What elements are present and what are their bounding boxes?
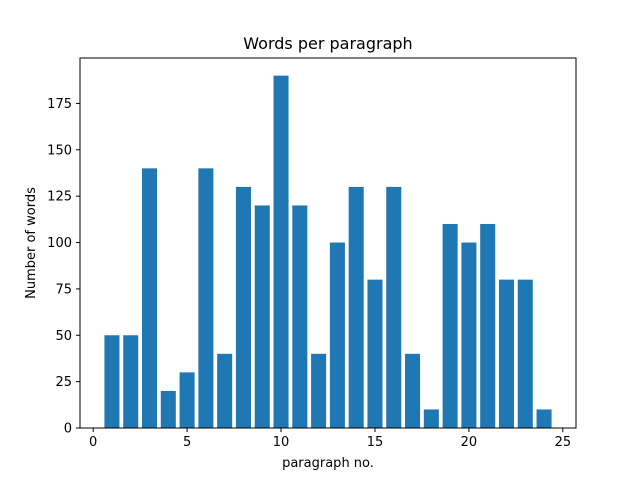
x-tick-label-15: 15 (367, 435, 384, 450)
bar-paragraph-16 (386, 186, 402, 428)
bar-paragraph-7 (217, 353, 233, 428)
bar-paragraph-6 (198, 168, 214, 428)
y-tick-label-100: 100 (47, 236, 72, 251)
bars-layer (104, 75, 552, 428)
bar-paragraph-18 (423, 409, 439, 428)
bar-paragraph-22 (498, 279, 514, 428)
y-tick-label-25: 25 (55, 375, 72, 390)
bar-paragraph-1 (104, 335, 120, 428)
y-tick-label-0: 0 (64, 422, 72, 437)
x-tick-label-0: 0 (89, 435, 97, 450)
bar-paragraph-15 (367, 279, 383, 428)
bar-paragraph-12 (311, 353, 327, 428)
y-tick-label-50: 50 (55, 329, 72, 344)
y-tick-label-75: 75 (55, 282, 72, 297)
bar-paragraph-19 (442, 223, 458, 428)
y-axis-label: Number of words (24, 187, 39, 299)
bar-paragraph-3 (142, 168, 158, 428)
x-axis-label: paragraph no. (282, 456, 374, 471)
x-tick-label-5: 5 (183, 435, 191, 450)
x-tick-label-10: 10 (273, 435, 290, 450)
bar-paragraph-2 (123, 335, 139, 428)
y-tick-label-150: 150 (47, 143, 72, 158)
bar-paragraph-20 (461, 242, 477, 428)
x-tick-label-25: 25 (555, 435, 572, 450)
chart-title: Words per paragraph (243, 34, 412, 53)
bar-paragraph-24 (536, 409, 552, 428)
bar-paragraph-4 (160, 390, 176, 428)
plot-frame (79, 57, 577, 429)
bar-paragraph-13 (329, 242, 345, 428)
bar-paragraph-17 (405, 353, 421, 428)
bar-paragraph-8 (235, 186, 251, 428)
ticks-layer: 0 5 10 15 20 25 0 25 50 75 100 125 150 175 (47, 97, 571, 450)
bar-paragraph-10 (273, 75, 289, 428)
bar-paragraph-5 (179, 372, 195, 428)
bar-paragraph-14 (348, 186, 364, 428)
bar-paragraph-23 (517, 279, 533, 428)
bar-paragraph-9 (254, 205, 270, 428)
y-tick-label-175: 175 (47, 97, 72, 112)
x-tick-label-20: 20 (461, 435, 478, 450)
y-tick-label-125: 125 (47, 190, 72, 205)
bar-paragraph-11 (292, 205, 308, 428)
bar-paragraph-21 (480, 223, 496, 428)
